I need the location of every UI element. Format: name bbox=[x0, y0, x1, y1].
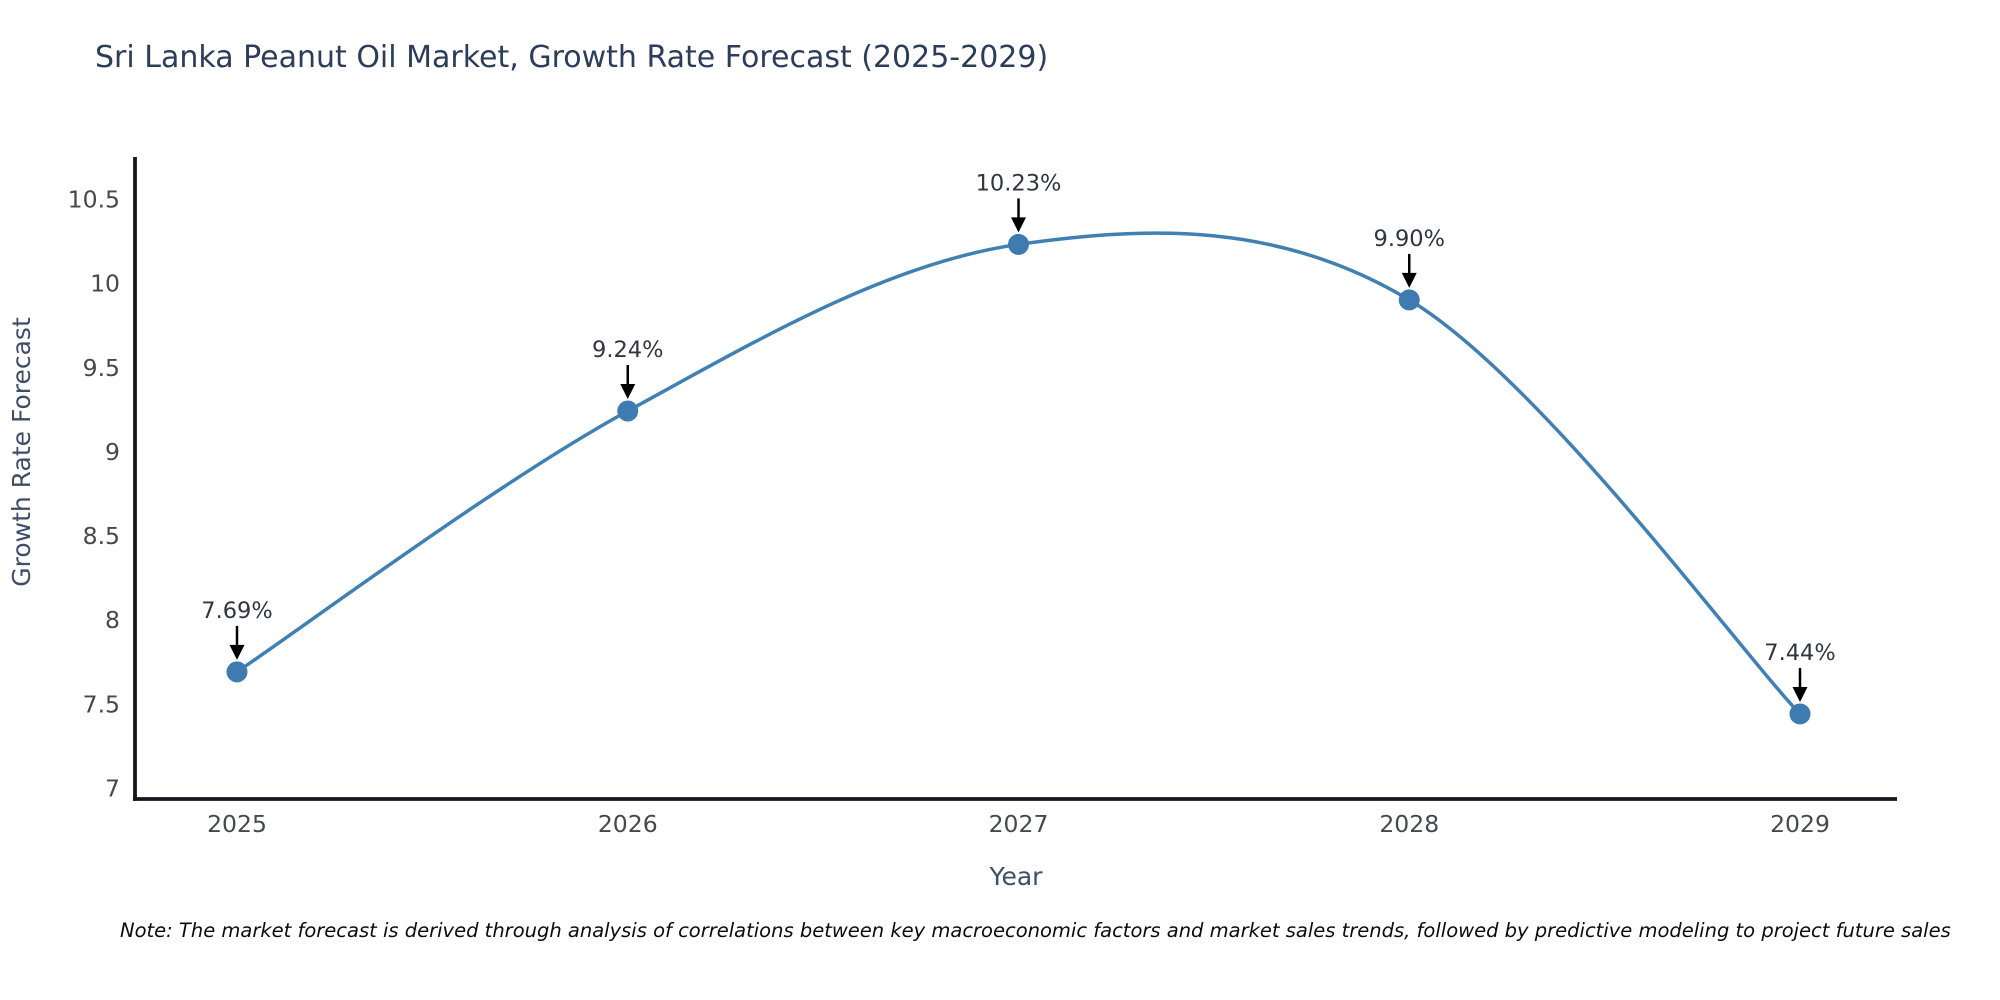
data-point-marker-2027[interactable] bbox=[1008, 233, 1029, 255]
annotation-arrowhead-icon bbox=[1401, 272, 1417, 288]
y-tick-label: 9 bbox=[105, 438, 120, 466]
data-point-marker-2029[interactable] bbox=[1789, 703, 1811, 725]
point-annotation: 9.90% bbox=[1374, 226, 1445, 288]
x-axis-title: Year bbox=[989, 862, 1044, 891]
y-tick-label: 9.5 bbox=[83, 354, 120, 382]
annotation-label: 7.69% bbox=[201, 598, 272, 624]
y-axis-title: Growth Rate Forecast bbox=[7, 317, 36, 587]
series-markers bbox=[226, 233, 1811, 725]
y-tick-label: 10 bbox=[90, 270, 120, 298]
y-tick-label: 8.5 bbox=[83, 522, 120, 550]
annotation-arrowhead-icon bbox=[229, 644, 245, 660]
y-tick-label: 7 bbox=[105, 775, 120, 803]
annotation-arrowhead-icon bbox=[1011, 217, 1026, 233]
point-annotation: 7.44% bbox=[1764, 640, 1836, 702]
annotation-label: 10.23% bbox=[976, 170, 1062, 196]
y-axis-tick-labels: 7 7.5 8 8.5 9 9.5 10 10.5 bbox=[68, 185, 120, 802]
x-axis-tick-labels: 2025 2026 2027 2028 2029 bbox=[207, 810, 1830, 838]
annotation-label: 9.24% bbox=[592, 337, 663, 363]
point-annotation: 10.23% bbox=[976, 170, 1062, 233]
x-tick-label: 2028 bbox=[1379, 810, 1439, 838]
y-tick-label: 8 bbox=[105, 606, 120, 634]
series-line bbox=[235, 231, 1802, 716]
footnote: Note: The market forecast is derived thr… bbox=[120, 919, 1951, 942]
point-annotations: 7.69% 9.24% 10.23% 9.90% 7.44% bbox=[201, 170, 1836, 702]
annotation-arrowhead-icon bbox=[620, 384, 636, 400]
x-tick-label: 2027 bbox=[989, 810, 1049, 838]
chart-title: Sri Lanka Peanut Oil Market, Growth Rate… bbox=[95, 40, 1048, 75]
point-annotation: 9.24% bbox=[592, 337, 663, 400]
annotation-label: 9.90% bbox=[1374, 226, 1445, 252]
data-point-marker-2026[interactable] bbox=[617, 400, 639, 422]
y-tick-label: 7.5 bbox=[83, 690, 120, 718]
annotation-label: 7.44% bbox=[1764, 640, 1835, 666]
x-tick-label: 2029 bbox=[1770, 810, 1830, 838]
y-tick-label: 10.5 bbox=[68, 185, 120, 213]
data-point-marker-2028[interactable] bbox=[1398, 289, 1420, 311]
data-point-marker-2025[interactable] bbox=[226, 661, 248, 683]
annotation-arrowhead-icon bbox=[1792, 686, 1808, 702]
point-annotation: 7.69% bbox=[201, 598, 273, 660]
x-tick-label: 2026 bbox=[598, 810, 658, 838]
x-tick-label: 2025 bbox=[207, 810, 267, 838]
